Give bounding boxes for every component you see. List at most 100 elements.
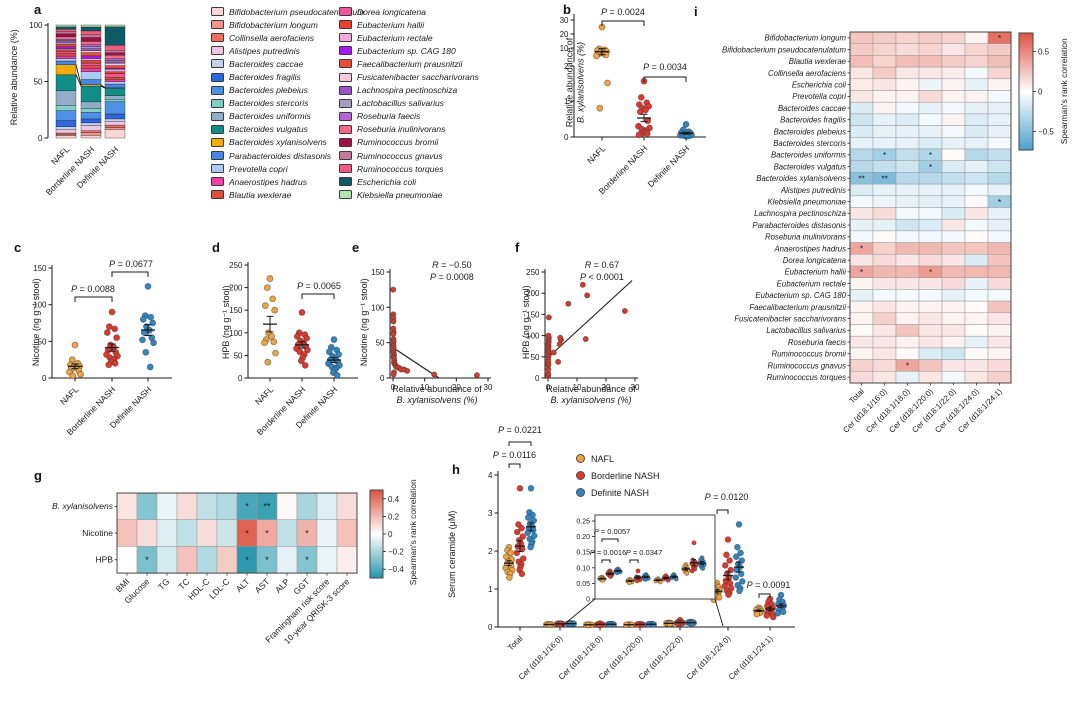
heatmap-cell <box>895 172 920 185</box>
data-point <box>77 370 84 378</box>
heatmap-cell <box>964 265 989 278</box>
panel-f-xlabel-line1: Relative abundance of <box>546 384 636 394</box>
bar-segment <box>55 126 77 130</box>
mean-sem <box>776 603 786 609</box>
data-point <box>330 336 338 343</box>
bar-segment <box>80 65 102 69</box>
heatmap-cell <box>196 492 218 520</box>
heatmap-cell <box>941 101 966 115</box>
heatmap-cell <box>987 160 1012 173</box>
data-point <box>584 292 591 299</box>
data-point <box>763 612 771 619</box>
heatmap-cell <box>918 125 943 138</box>
heatmap-cell <box>849 324 874 337</box>
panel-f-ylabel: HPB (ng g⁻¹ stool) <box>520 285 531 360</box>
mean-sem <box>606 572 614 575</box>
legend-label: Bacteroides vulgatus <box>229 124 308 135</box>
data-point <box>524 514 532 521</box>
heatmap-cell <box>872 335 897 349</box>
legend-label: Roseburia inulinivorans <box>357 124 446 135</box>
data-point <box>431 371 438 378</box>
panel-b-ylabel-line2: B. xylanisolvens (%) <box>575 41 585 124</box>
panel-h-ylabel: Serum ceramide (μM) <box>446 510 457 598</box>
row-label: Alistipes putredinis <box>780 186 846 195</box>
heatmap-cell <box>849 207 874 220</box>
heatmap-cell <box>872 160 897 173</box>
heatmap-cell <box>987 347 1012 360</box>
bar-segment <box>104 95 126 100</box>
category-label: NAFL <box>58 384 81 407</box>
panel-e-xlabel-line1: Relative abundance of <box>392 384 482 394</box>
bar-segment <box>55 42 77 45</box>
tick-label: 0 <box>38 134 43 143</box>
legend-item: Definite NASH <box>576 484 660 501</box>
data-point <box>113 334 121 342</box>
inset-tick: 0 <box>586 597 590 604</box>
bar-segment <box>55 134 77 136</box>
heatmap-cell <box>987 265 1012 278</box>
data-point <box>146 363 154 371</box>
bar-segment <box>55 64 77 75</box>
heatmap-cell <box>987 324 1012 337</box>
heatmap-cell <box>849 230 874 243</box>
heatmap-cell <box>336 546 358 574</box>
heatmap-cell <box>849 335 874 349</box>
data-point <box>297 357 305 365</box>
heatmap-cell <box>987 277 1012 290</box>
row-label: Lactobacillus salivarius <box>766 326 846 335</box>
data-point <box>264 358 272 366</box>
tick-label: 3 <box>488 509 493 518</box>
heatmap-cell <box>918 183 943 197</box>
significance-star: * <box>245 555 249 565</box>
tick-label: 2 <box>564 62 569 71</box>
heatmap-cell <box>987 148 1012 161</box>
data-point <box>390 318 397 325</box>
significance-bracket <box>111 271 149 277</box>
significance-bracket <box>508 463 521 468</box>
bar-segment <box>104 124 126 128</box>
bar-segment <box>104 77 126 80</box>
data-point <box>69 372 77 380</box>
heatmap-cell <box>987 359 1012 372</box>
bar-segment <box>80 85 102 103</box>
heatmap-cell <box>895 125 920 138</box>
category-label: HDL-C <box>186 576 211 601</box>
legend-label: Blautia wexlerae <box>229 189 292 200</box>
bar-segment <box>104 118 126 122</box>
bar-segment <box>80 118 102 124</box>
data-point <box>737 549 744 557</box>
heatmap-cell <box>895 148 920 161</box>
correlation-stat: R = −0.50 <box>432 260 472 270</box>
heatmap-cell <box>895 324 920 337</box>
tick-label: 200 <box>229 284 243 293</box>
heatmap-cell <box>849 218 874 232</box>
heatmap-cell <box>918 371 943 384</box>
heatmap-cell <box>895 43 920 56</box>
legend-swatch <box>211 46 224 56</box>
mean-sem <box>141 324 155 337</box>
heatmap-cell <box>316 546 338 574</box>
bar-segment <box>55 132 77 135</box>
legend-swatch <box>211 137 224 147</box>
mean-sem <box>295 341 309 349</box>
row-label: Dorea longicatena <box>783 256 847 265</box>
heatmap-cell <box>964 242 989 255</box>
bar-segment <box>55 135 77 139</box>
heatmap-cell <box>136 492 158 520</box>
colorbar-tick: −0.5 <box>1038 128 1054 137</box>
bar-segment <box>80 58 102 61</box>
legend-label: Bacteroides plebeius <box>229 85 308 96</box>
heatmap-cell <box>872 183 897 197</box>
bar-segment <box>80 30 102 36</box>
data-point <box>473 372 480 379</box>
heatmap-cell <box>941 347 966 360</box>
legend-item: Bifidobacterium longum <box>211 18 364 31</box>
legend-label: Eubacterium sp. CAG 180 <box>357 45 456 56</box>
panel-h-legend: NAFL Borderline NASH Definite NASH <box>576 450 660 501</box>
significance-bracket <box>629 559 639 563</box>
heatmap-cell <box>987 254 1012 267</box>
bar-segment <box>104 113 126 120</box>
heatmap-cell <box>849 359 874 372</box>
heatmap-cell <box>918 101 943 115</box>
